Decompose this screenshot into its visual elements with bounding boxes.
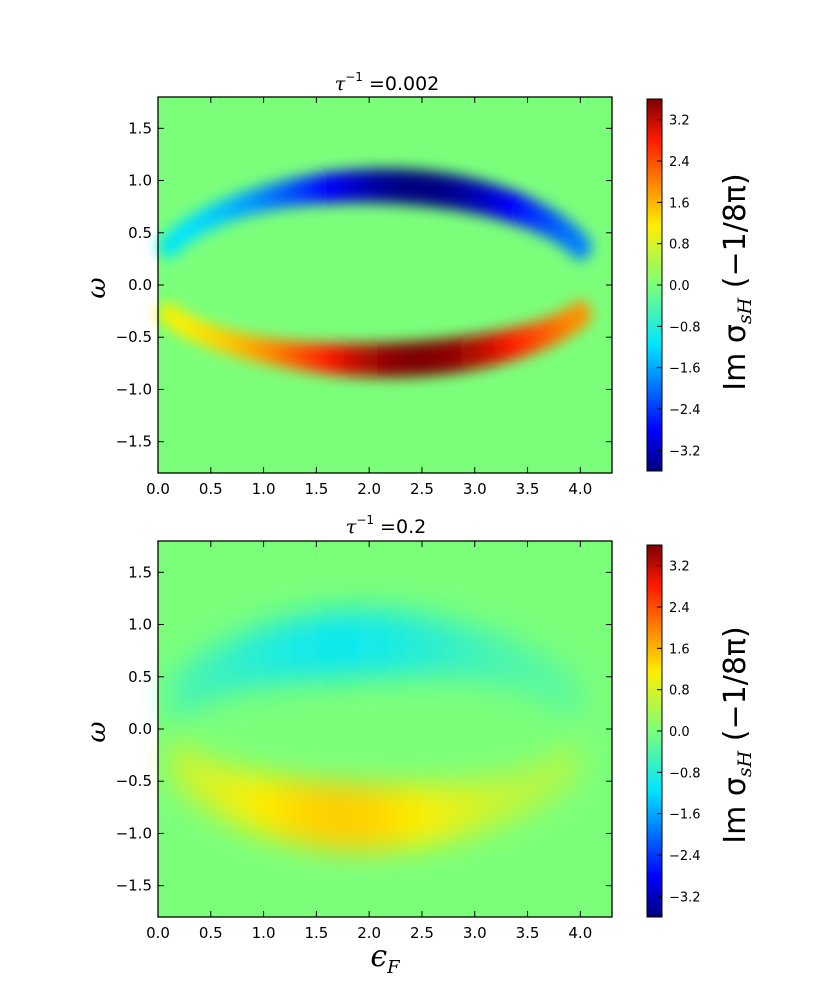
y-tick-label: −1.0 <box>116 380 152 398</box>
x-tick-label: 3.0 <box>463 480 487 498</box>
x-ticks-top: 0.0 0.5 1.0 1.5 2.0 2.5 3.0 3.5 4.0 <box>146 97 592 498</box>
y-axis-label-bottom: ω <box>82 721 112 742</box>
colorbar-label-top: Im σsH (−1/8π) <box>718 173 756 390</box>
colorbar-tick-label: 3.2 <box>669 560 690 575</box>
colorbar-tick-label: 0.0 <box>669 725 690 740</box>
colorbar-tick-label: 2.4 <box>669 155 690 170</box>
heatmap-cell <box>569 233 592 261</box>
x-axis-label-bottom: ϵF <box>370 939 401 977</box>
x-tick-label: 4.0 <box>568 924 592 942</box>
title-bottom: τ−1 =0.2 <box>346 513 426 538</box>
y-tick-label: 1.5 <box>128 563 152 581</box>
x-tick-label: 0.0 <box>146 480 170 498</box>
y-tick-label: 0.0 <box>128 276 152 294</box>
colorbar-tick-label: −2.4 <box>669 403 701 418</box>
colorbar-tick-label: 1.6 <box>669 642 690 657</box>
x-tick-label: 4.0 <box>568 480 592 498</box>
colorbar-tick-label: −0.8 <box>669 320 701 335</box>
x-ticks-bottom: 0.0 0.5 1.0 1.5 2.0 2.5 3.0 3.5 4.0 <box>146 541 592 942</box>
colorbar-tick-label: 3.2 <box>669 114 690 129</box>
colorbar-tick-label: −1.6 <box>669 808 701 823</box>
x-tick-label: 3.5 <box>516 924 540 942</box>
colorbar-top: 3.2 2.4 1.6 0.8 0.0 −0.8 −1.6 −2.4 −3.2 Im σsH (… <box>646 98 756 472</box>
y-tick-label: 0.5 <box>128 224 152 242</box>
y-axis-label-top: ω <box>82 277 112 298</box>
x-tick-label: 3.0 <box>463 924 487 942</box>
x-tick-label: 2.0 <box>357 924 381 942</box>
y-tick-label: −1.5 <box>116 877 152 895</box>
title-top: τ−1 =0.002 <box>335 70 440 95</box>
y-ticks-bottom: 1.5 1.0 0.5 0.0 −0.5 −1.0 −1.5 <box>116 563 612 895</box>
colorbar-tick-label: 2.4 <box>669 601 690 616</box>
x-tick-label: 0.5 <box>199 480 223 498</box>
y-tick-label: 1.0 <box>128 616 152 634</box>
colorbar-ticks-bottom: 3.2 2.4 1.6 0.8 0.0 −0.8 −1.6 −2.4 −3.2 <box>657 560 701 905</box>
colorbar-tick-label: −3.2 <box>669 444 701 459</box>
y-tick-label: −1.5 <box>116 433 152 451</box>
y-tick-label: 1.5 <box>128 119 152 137</box>
colorbar-tick-label: −1.6 <box>669 362 701 377</box>
colorbar-tick-label: −2.4 <box>669 849 701 864</box>
x-tick-label: 2.5 <box>410 924 434 942</box>
heatmap-background <box>158 541 612 917</box>
heatmap-background <box>158 97 612 473</box>
colorbar-label-bottom: Im σsH (−1/8π) <box>718 626 756 843</box>
x-tick-label: 1.5 <box>304 480 328 498</box>
x-tick-label: 2.5 <box>410 480 434 498</box>
heatmap-features-bottom <box>168 609 581 852</box>
y-tick-label: 0.0 <box>128 720 152 738</box>
x-tick-label: 1.0 <box>252 924 276 942</box>
y-ticks-top: 1.5 1.0 0.5 0.0 −0.5 −1.0 −1.5 <box>116 119 612 451</box>
colorbar-tick-label: −0.8 <box>669 766 701 781</box>
colorbar-tick-label: 0.8 <box>669 684 690 699</box>
x-tick-label: 3.5 <box>516 480 540 498</box>
positive-arc <box>168 739 581 852</box>
negative-arc <box>168 609 581 720</box>
x-tick-label: 0.0 <box>146 924 170 942</box>
x-tick-label: 2.0 <box>357 480 381 498</box>
colorbar-tick-label: 0.0 <box>669 279 690 294</box>
colorbar-bottom: 3.2 2.4 1.6 0.8 0.0 −0.8 −1.6 −2.4 −3.2 Im σsH (… <box>646 544 756 918</box>
heatmap-top <box>157 97 612 473</box>
negative-arc <box>157 168 592 261</box>
panel-bottom: τ−1 =0.2 0.0 0.5 1.0 1.5 2.0 2.5 3.0 3.5 4.0 1.5… <box>82 513 756 978</box>
x-tick-label: 0.5 <box>199 924 223 942</box>
heatmap-cell <box>569 300 592 328</box>
y-tick-label: −0.5 <box>116 772 152 790</box>
heatmap-features-top <box>157 168 592 378</box>
positive-arc <box>157 300 592 378</box>
heatmap-cell <box>559 674 581 718</box>
y-tick-label: 0.5 <box>128 668 152 686</box>
heatmap-cell <box>559 741 581 786</box>
colorbar-tick-label: 1.6 <box>669 196 690 211</box>
panel-top: τ−1 =0.002 0.0 0.5 1.0 1.5 2.0 2.5 3.0 3.5 4.0 1… <box>82 70 756 498</box>
x-tick-label: 1.0 <box>252 480 276 498</box>
heatmap-bottom <box>158 541 612 917</box>
colorbar-tick-label: −3.2 <box>669 890 701 905</box>
colorbar-gradient <box>647 99 662 471</box>
colorbar-ticks-top: 3.2 2.4 1.6 0.8 0.0 −0.8 −1.6 −2.4 −3.2 <box>657 114 701 459</box>
y-tick-label: 1.0 <box>128 172 152 190</box>
colorbar-tick-label: 0.8 <box>669 238 690 253</box>
x-tick-label: 1.5 <box>304 924 328 942</box>
y-tick-label: −1.0 <box>116 824 152 842</box>
colorbar-gradient <box>647 545 662 917</box>
y-tick-label: −0.5 <box>116 328 152 346</box>
